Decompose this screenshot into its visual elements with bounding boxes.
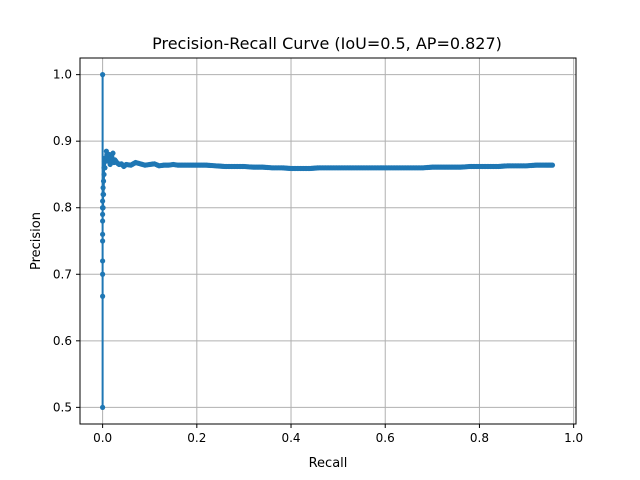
x-tick-label: 1.0 — [564, 431, 583, 445]
pr-point — [100, 178, 107, 184]
pr-point — [101, 171, 107, 178]
grid-lines — [80, 58, 576, 424]
pr-point — [100, 211, 106, 217]
pr-point — [100, 205, 106, 211]
pr-point — [100, 238, 106, 244]
chart-title: Precision-Recall Curve (IoU=0.5, AP=0.82… — [152, 34, 502, 53]
pr-point — [100, 72, 106, 78]
pr-point — [100, 258, 106, 264]
pr-point — [110, 150, 116, 156]
pr-point-dense — [548, 162, 554, 168]
x-tick-label: 0.4 — [281, 431, 300, 445]
x-tick-label: 0.2 — [187, 431, 206, 445]
x-axis: 0.0 0.2 0.4 0.6 0.8 1.0 — [93, 424, 583, 445]
x-tick-label: 0.0 — [93, 431, 112, 445]
y-tick-label: 0.9 — [53, 134, 72, 148]
x-tick-label: 0.6 — [376, 431, 395, 445]
y-tick-label: 0.5 — [53, 400, 72, 414]
plot-frame — [79, 57, 577, 425]
pr-point — [100, 231, 106, 237]
x-axis-label: Recall — [309, 456, 348, 471]
pr-point — [100, 191, 107, 198]
pr-point — [100, 271, 106, 277]
y-tick-label: 1.0 — [53, 68, 72, 82]
pr-curve-line — [101, 74, 553, 409]
pr-point — [100, 404, 106, 410]
pr-point — [100, 293, 106, 299]
pr-point — [100, 218, 106, 224]
pr-point — [100, 185, 106, 191]
y-tick-label: 0.8 — [53, 201, 72, 215]
y-axis: 0.5 0.6 0.7 0.8 0.9 1.0 — [53, 68, 80, 414]
pr-point — [102, 165, 108, 171]
y-tick-label: 0.6 — [53, 334, 72, 348]
pr-point — [100, 198, 106, 204]
x-tick-label: 0.8 — [470, 431, 489, 445]
series-layer — [100, 72, 556, 410]
y-tick-label: 0.7 — [53, 267, 72, 281]
y-axis-label: Precision — [29, 212, 44, 270]
